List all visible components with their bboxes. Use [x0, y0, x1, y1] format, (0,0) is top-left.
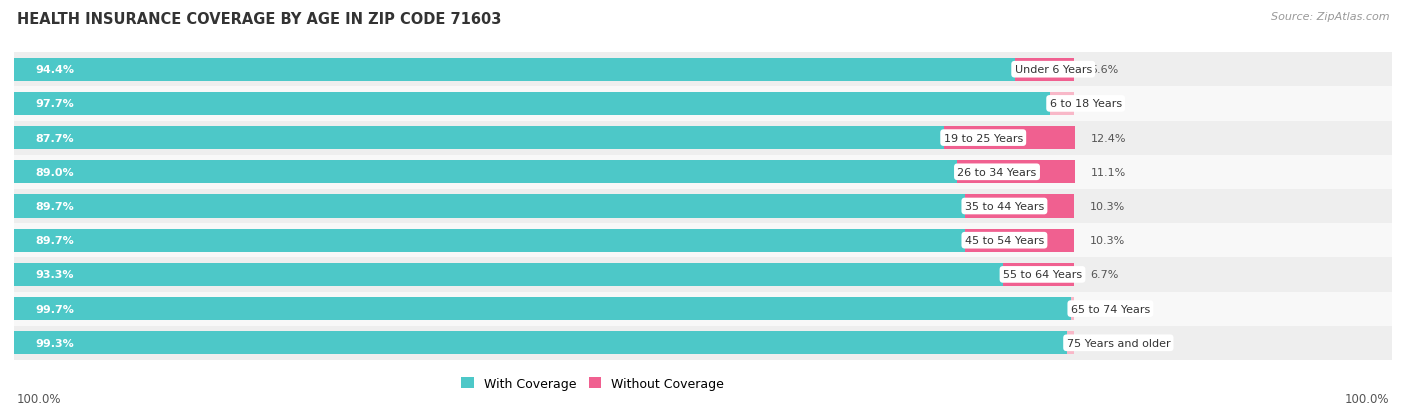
Text: 93.3%: 93.3%	[35, 270, 73, 280]
Bar	[14, 326, 1392, 360]
Text: 6 to 18 Years: 6 to 18 Years	[1050, 99, 1122, 109]
Bar	[14, 87, 1392, 121]
Bar	[14, 223, 1392, 258]
Text: 35 to 44 Years: 35 to 44 Years	[965, 202, 1045, 211]
Text: Source: ZipAtlas.com: Source: ZipAtlas.com	[1271, 12, 1389, 22]
Text: 10.3%: 10.3%	[1090, 202, 1125, 211]
Text: 0.7%: 0.7%	[1090, 338, 1118, 348]
Bar	[14, 258, 1392, 292]
Text: 99.7%: 99.7%	[35, 304, 75, 314]
Text: 10.3%: 10.3%	[1090, 236, 1125, 246]
Text: 100.0%: 100.0%	[1344, 392, 1389, 405]
Bar	[1015, 58, 1074, 82]
Text: 89.7%: 89.7%	[35, 236, 75, 246]
Text: 99.3%: 99.3%	[35, 338, 75, 348]
Text: 55 to 64 Years: 55 to 64 Years	[1002, 270, 1083, 280]
Bar	[14, 161, 957, 184]
Bar	[14, 53, 1392, 87]
Text: HEALTH INSURANCE COVERAGE BY AGE IN ZIP CODE 71603: HEALTH INSURANCE COVERAGE BY AGE IN ZIP …	[17, 12, 502, 27]
Text: 87.7%: 87.7%	[35, 133, 75, 143]
Text: 19 to 25 Years: 19 to 25 Years	[943, 133, 1022, 143]
Bar	[14, 229, 965, 252]
Bar	[14, 190, 1392, 223]
Bar	[14, 297, 1071, 320]
Bar	[943, 127, 1076, 150]
Bar	[14, 127, 943, 150]
Bar	[14, 195, 965, 218]
Text: 6.7%: 6.7%	[1090, 270, 1118, 280]
Text: 5.6%: 5.6%	[1090, 65, 1118, 75]
Bar	[14, 121, 1392, 155]
Bar	[957, 161, 1076, 184]
Text: 12.4%: 12.4%	[1091, 133, 1126, 143]
Bar	[14, 58, 1015, 82]
Bar	[965, 195, 1074, 218]
Text: 89.7%: 89.7%	[35, 202, 75, 211]
Text: 75 Years and older: 75 Years and older	[1067, 338, 1170, 348]
Text: 2.3%: 2.3%	[1090, 99, 1118, 109]
Bar	[1002, 263, 1074, 286]
Text: 89.0%: 89.0%	[35, 167, 75, 177]
Bar	[14, 292, 1392, 326]
Bar	[14, 155, 1392, 190]
Bar	[1050, 93, 1074, 116]
Text: Under 6 Years: Under 6 Years	[1015, 65, 1092, 75]
Bar	[965, 229, 1074, 252]
Bar	[14, 331, 1067, 355]
Bar	[1067, 331, 1074, 355]
Text: 0.29%: 0.29%	[1090, 304, 1125, 314]
Text: 11.1%: 11.1%	[1091, 167, 1126, 177]
Text: 45 to 54 Years: 45 to 54 Years	[965, 236, 1045, 246]
Bar	[1071, 297, 1074, 320]
Bar	[14, 263, 1002, 286]
Text: 65 to 74 Years: 65 to 74 Years	[1071, 304, 1150, 314]
Text: 97.7%: 97.7%	[35, 99, 75, 109]
Text: 94.4%: 94.4%	[35, 65, 75, 75]
Bar	[14, 93, 1050, 116]
Text: 26 to 34 Years: 26 to 34 Years	[957, 167, 1036, 177]
Text: 100.0%: 100.0%	[17, 392, 62, 405]
Legend: With Coverage, Without Coverage: With Coverage, Without Coverage	[457, 372, 730, 395]
